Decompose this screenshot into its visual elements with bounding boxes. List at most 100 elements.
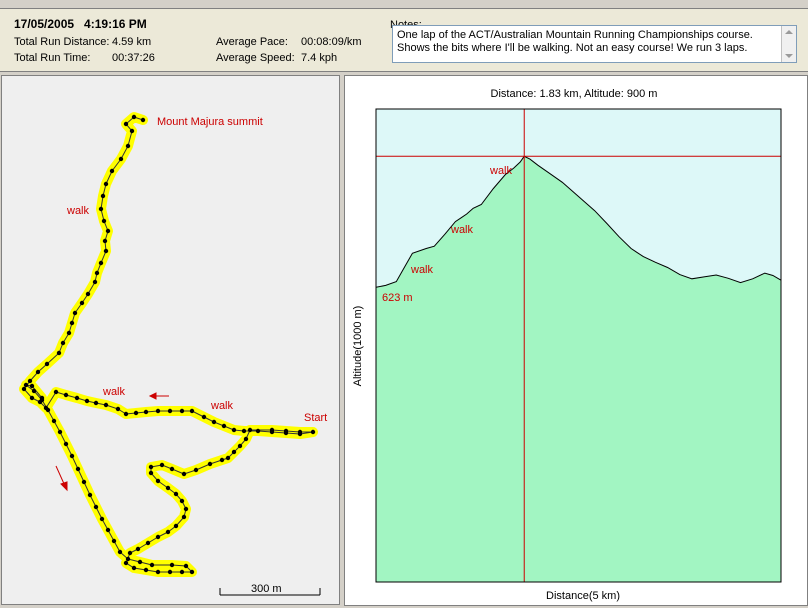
route-track	[19, 112, 318, 577]
route-point	[255, 428, 261, 434]
route-point	[143, 409, 149, 415]
route-point	[69, 320, 75, 326]
route-point	[94, 270, 100, 276]
route-point	[98, 206, 104, 212]
route-point	[189, 569, 195, 575]
map-walk-label-2: walk	[102, 386, 126, 398]
speed-label: Average Speed:	[216, 52, 295, 64]
route-point	[29, 383, 35, 389]
route-point	[241, 428, 247, 434]
terrain-line	[375, 155, 782, 288]
route-point	[221, 423, 227, 429]
route-point	[140, 117, 146, 123]
run-datetime: 17/05/2005 4:19:16 PM	[14, 17, 147, 31]
map-scale-label: 300 m	[251, 583, 282, 595]
altitude-chart[interactable]: Distance: 1.83 km, Altitude: 900 m walk …	[345, 76, 807, 605]
route-point	[129, 128, 135, 134]
route-point	[87, 492, 93, 498]
route-point	[169, 562, 175, 568]
route-map-panel[interactable]: Mount Majura summit walk walk walk Start…	[1, 75, 340, 605]
route-point	[310, 429, 316, 435]
route-point	[51, 418, 57, 424]
route-point	[84, 398, 90, 404]
route-point	[101, 218, 107, 224]
route-point	[63, 392, 69, 398]
route-point	[237, 443, 243, 449]
route-point	[56, 350, 62, 356]
route-point	[125, 143, 131, 149]
route-point	[118, 156, 124, 162]
route-point	[92, 279, 98, 285]
notes-scrollbar[interactable]	[781, 26, 796, 62]
route-point	[44, 361, 50, 367]
route-point	[231, 449, 237, 455]
time-label: Total Run Time:	[14, 52, 91, 64]
route-point	[75, 466, 81, 472]
route-point	[74, 395, 80, 401]
route-point	[201, 414, 207, 420]
route-point	[131, 114, 137, 120]
map-walk-label-3: walk	[210, 400, 234, 412]
route-map[interactable]: Mount Majura summit walk walk walk Start…	[2, 76, 339, 604]
route-point	[167, 569, 173, 575]
route-point	[243, 436, 249, 442]
route-point	[179, 408, 185, 414]
y-axis-label: Altitude(1000 m)	[352, 306, 364, 387]
route-point	[165, 529, 171, 535]
pace-value: 00:08:09/km	[301, 36, 362, 48]
route-point	[93, 504, 99, 510]
route-point	[155, 408, 161, 414]
route-point	[148, 470, 154, 476]
route-point	[72, 310, 78, 316]
notes-text: One lap of the ACT/Australian Mountain R…	[397, 29, 753, 54]
route-point	[173, 523, 179, 529]
route-point	[31, 388, 37, 394]
route-point	[131, 565, 137, 571]
terrain-area	[376, 156, 781, 583]
route-point	[148, 464, 154, 470]
route-point	[283, 428, 289, 434]
route-point	[103, 181, 109, 187]
chart-walk-label-2: walk	[450, 224, 474, 236]
route-point	[173, 491, 179, 497]
x-axis-label: Distance(5 km)	[546, 590, 620, 602]
route-point	[155, 534, 161, 540]
route-point	[149, 562, 155, 568]
route-point	[133, 410, 139, 416]
route-point	[111, 538, 117, 544]
route-point	[211, 419, 217, 425]
route-point	[137, 559, 143, 565]
speed-value: 7.4 kph	[301, 52, 338, 64]
route-point	[123, 411, 129, 417]
route-point	[127, 550, 133, 556]
scroll-down-icon[interactable]	[785, 54, 793, 58]
route-point	[155, 569, 161, 575]
route-point	[181, 471, 187, 477]
route-point	[123, 560, 129, 566]
route-point	[102, 238, 108, 244]
notes-field[interactable]: One lap of the ACT/Australian Mountain R…	[392, 25, 797, 63]
route-point	[247, 427, 253, 433]
route-point	[179, 498, 185, 504]
route-point	[167, 408, 173, 414]
scroll-up-icon[interactable]	[785, 30, 793, 34]
route-point	[60, 340, 66, 346]
route-point	[193, 467, 199, 473]
route-point	[123, 121, 129, 127]
route-point	[115, 406, 121, 412]
route-point	[183, 506, 189, 512]
altitude-chart-panel[interactable]: Distance: 1.83 km, Altitude: 900 m walk …	[344, 75, 808, 606]
distance-value: 4.59 km	[112, 36, 152, 48]
route-point	[98, 260, 104, 266]
route-point	[79, 300, 85, 306]
route-point	[39, 395, 45, 401]
route-point	[81, 479, 87, 485]
route-point	[125, 556, 131, 562]
route-point	[169, 466, 175, 472]
route-point	[143, 567, 149, 573]
route-point	[63, 441, 69, 447]
route-point	[231, 427, 237, 433]
route-point	[109, 168, 115, 174]
chart-walk-label-1: walk	[489, 165, 513, 177]
route-point	[93, 400, 99, 406]
